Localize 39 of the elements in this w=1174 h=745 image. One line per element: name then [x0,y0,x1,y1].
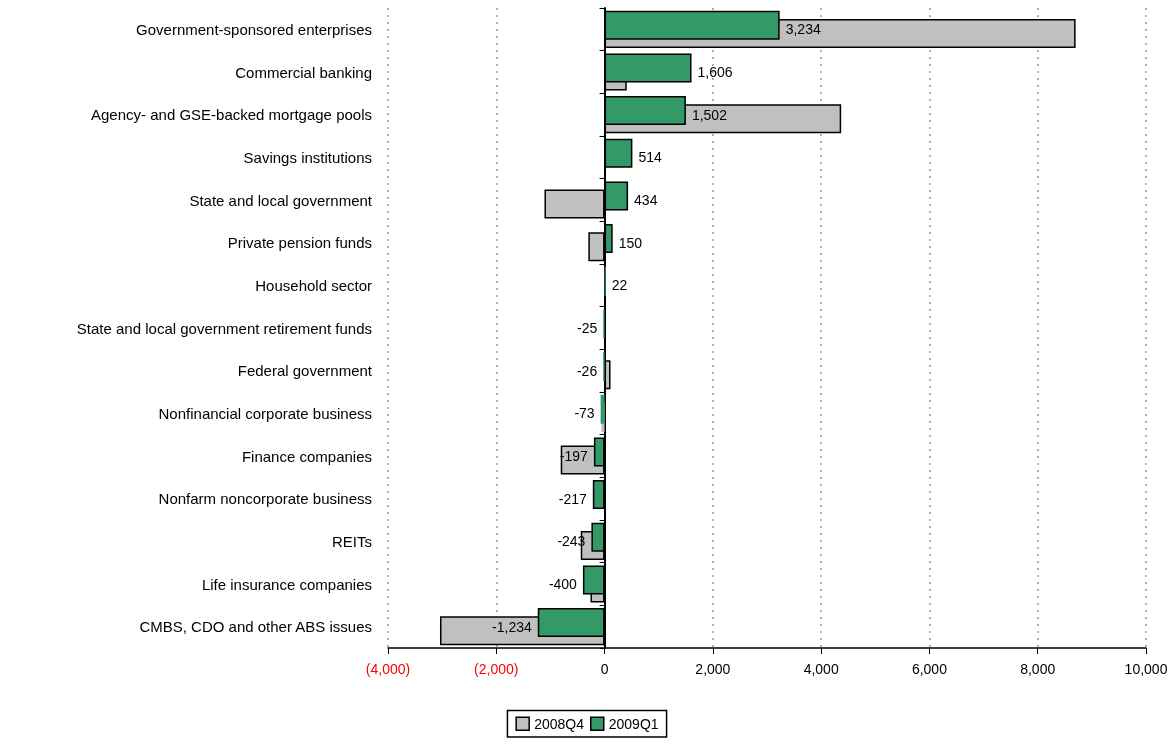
y-tick-label: Nonfinancial corporate business [158,404,372,422]
data-label: 514 [638,149,662,166]
x-tick-label: (2,000) [474,661,519,677]
y-tick-label: Agency- and GSE-backed mortgage pools [91,106,372,124]
y-tick-label: Commercial banking [235,63,372,81]
y-tick-label: REITs [331,532,372,550]
data-label: -217 [558,490,588,507]
data-label: -400 [548,575,578,592]
y-tick-label: Nonfarm noncorporate business [158,490,372,508]
x-tick-label: 6,000 [911,661,948,677]
y-tick-label: Life insurance companies [201,575,372,593]
data-label: 434 [634,191,658,208]
data-label: 1,606 [697,63,733,80]
y-tick-label: Finance companies [241,447,372,465]
y-tick-label: State and local government retirement funds [76,319,372,337]
y-tick-label: Federal government [237,362,373,380]
x-tick-label: 4,000 [803,661,839,677]
y-tick-label: Private pension funds [227,234,372,252]
data-label: -25 [576,319,598,336]
y-tick-label: Savings institutions [243,148,372,166]
x-tick-label: 0 [600,661,609,677]
legend-label: 2008Q4 [534,715,585,732]
y-tick-label: Government-sponsored enterprises [136,20,372,38]
legend-label: 2009Q1 [608,715,659,732]
data-label: 22 [611,277,628,294]
data-label: -26 [576,362,598,379]
data-label: 150 [618,234,643,251]
data-label: 1,502 [691,106,728,123]
data-label: -1,234 [492,618,532,635]
y-tick-label: State and local government [189,191,373,209]
x-tick-label: 2,000 [695,661,731,677]
y-tick-label: CMBS, CDO and other ABS issues [139,618,372,636]
x-tick-label: 8,000 [1020,661,1056,677]
data-label: 3,234 [785,21,821,38]
x-tick-label: (4,000) [365,661,411,677]
x-tick-label: 10,000 [1124,661,1168,677]
data-label: -73 [574,405,595,422]
y-tick-label: Household sector [255,276,372,294]
bar [600,394,605,424]
